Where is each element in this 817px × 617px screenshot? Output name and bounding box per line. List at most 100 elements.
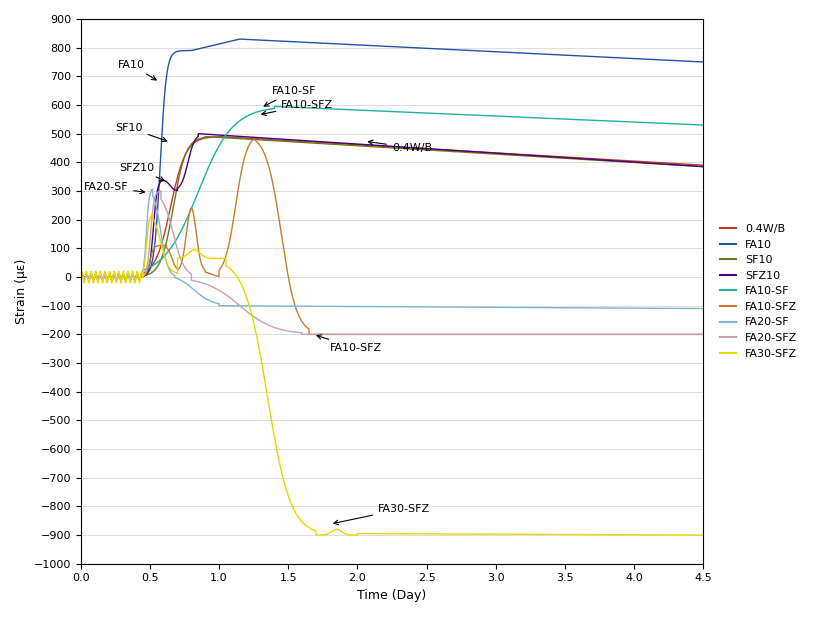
SFZ10 [592, 156, 602, 164]
FA30-SFZ [317, 531, 327, 539]
SF10 [699, 163, 708, 170]
Text: SFZ10: SFZ10 [119, 163, 164, 181]
Text: 0.4W/B: 0.4W/B [368, 140, 432, 153]
FA30-SFZ [551, 531, 561, 538]
Text: FA20-SF: FA20-SF [83, 183, 145, 194]
FA10-SF [270, 103, 279, 110]
FA10-SFZ [118, 271, 128, 279]
FA20-SFZ [329, 331, 339, 338]
FA20-SF [104, 273, 114, 280]
FA10-SF [699, 122, 708, 129]
FA10 [79, 276, 89, 283]
FA10-SFZ [248, 135, 258, 143]
FA30-SFZ [111, 279, 121, 286]
FA10-SFZ [699, 331, 708, 338]
Text: FA10-SF: FA10-SF [264, 86, 316, 106]
SF10 [79, 276, 89, 283]
SF10 [234, 135, 244, 143]
Line: FA10: FA10 [81, 39, 703, 280]
Y-axis label: Strain (με): Strain (με) [15, 259, 28, 324]
0.4W/B [76, 273, 86, 281]
FA20-SFZ [297, 331, 307, 338]
Line: 0.4W/B: 0.4W/B [81, 136, 703, 280]
Text: FA10: FA10 [118, 60, 156, 80]
FA30-SFZ [699, 531, 708, 539]
Line: FA30-SFZ: FA30-SFZ [81, 215, 703, 535]
SF10 [200, 133, 210, 140]
Line: FA20-SFZ: FA20-SFZ [81, 191, 703, 334]
SFZ10 [76, 273, 86, 281]
Line: FA10-SFZ: FA10-SFZ [81, 139, 703, 334]
0.4W/B [79, 276, 89, 283]
FA10-SF [203, 167, 212, 174]
FA10-SFZ [136, 273, 145, 280]
0.4W/B [77, 271, 87, 278]
SFZ10 [194, 130, 203, 138]
FA10-SFZ [680, 331, 690, 338]
Line: SF10: SF10 [81, 136, 703, 280]
SFZ10 [530, 152, 540, 159]
FA10-SF [79, 276, 89, 283]
FA20-SF [76, 273, 86, 281]
FA30-SFZ [136, 273, 145, 280]
SF10 [79, 276, 89, 283]
0.4W/B [699, 162, 708, 169]
FA20-SF [77, 271, 87, 278]
SFZ10 [79, 276, 89, 283]
0.4W/B [248, 135, 257, 142]
FA10-SF [194, 188, 203, 196]
FA10-SF [183, 212, 193, 220]
FA20-SF [157, 237, 167, 244]
Line: FA20-SF: FA20-SF [81, 189, 703, 308]
FA20-SFZ [300, 331, 310, 338]
FA20-SFZ [76, 273, 86, 281]
FA20-SFZ [454, 331, 464, 338]
SFZ10 [137, 272, 147, 280]
FA10-SFZ [181, 228, 191, 236]
FA10-SF [98, 275, 108, 283]
Text: FA10-SFZ: FA10-SFZ [317, 335, 382, 353]
SF10 [586, 156, 596, 164]
0.4W/B [588, 155, 598, 162]
FA30-SFZ [441, 530, 451, 537]
FA10 [136, 272, 145, 280]
FA10 [684, 57, 694, 65]
FA10-SF [76, 273, 86, 281]
FA20-SFZ [114, 271, 124, 278]
FA20-SF [119, 273, 129, 280]
FA30-SFZ [116, 278, 126, 286]
SFZ10 [153, 187, 163, 194]
FA20-SFZ [193, 278, 203, 286]
FA10 [76, 273, 86, 281]
SFZ10 [563, 154, 573, 162]
SF10 [288, 138, 298, 146]
FA30-SFZ [148, 211, 158, 218]
FA10 [118, 271, 128, 278]
FA10-SFZ [304, 331, 314, 338]
X-axis label: Time (Day): Time (Day) [357, 589, 426, 602]
FA10-SFZ [210, 271, 220, 279]
SF10 [76, 273, 86, 281]
FA20-SFZ [99, 273, 109, 280]
FA20-SFZ [699, 331, 708, 338]
FA20-SF [148, 186, 158, 193]
FA10 [235, 35, 245, 43]
FA10-SF [255, 107, 265, 115]
0.4W/B [169, 188, 179, 196]
Line: SFZ10: SFZ10 [81, 134, 703, 280]
0.4W/B [79, 276, 89, 283]
FA20-SF [208, 299, 218, 306]
Text: FA10-SFZ: FA10-SFZ [261, 100, 333, 115]
FA30-SFZ [76, 273, 86, 281]
FA10-SF [91, 271, 100, 279]
FA20-SF [511, 304, 520, 311]
SF10 [77, 271, 87, 278]
Text: FA30-SFZ: FA30-SFZ [333, 503, 431, 524]
FA20-SF [699, 305, 708, 312]
0.4W/B [300, 138, 310, 146]
FA10-SFZ [440, 331, 449, 338]
0.4W/B [214, 133, 224, 140]
FA10 [699, 58, 708, 65]
FA10-SFZ [76, 273, 86, 281]
Legend: 0.4W/B, FA10, SF10, SFZ10, FA10-SF, FA10-SFZ, FA20-SF, FA20-SFZ, FA30-SFZ: 0.4W/B, FA10, SF10, SFZ10, FA10-SF, FA10… [715, 220, 802, 363]
